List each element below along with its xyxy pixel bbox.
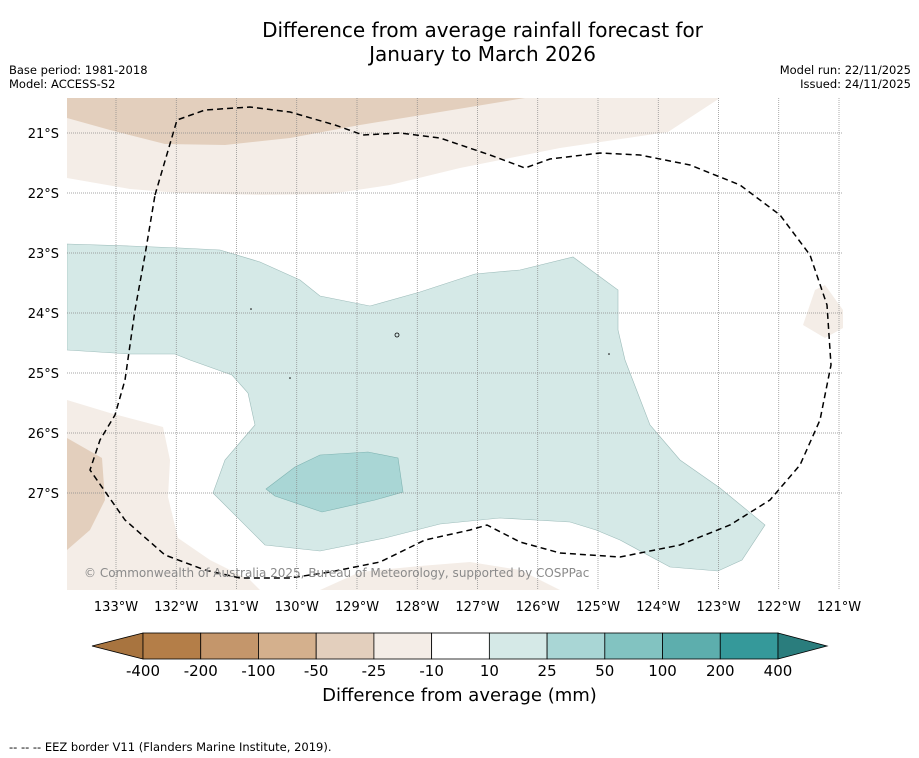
chart-title: Difference from average rainfall forecas… [0, 18, 919, 66]
lat-label: 24°S [28, 307, 59, 322]
model-name: Model: ACCESS-S2 [9, 77, 116, 91]
lon-label: 121°W [817, 600, 861, 615]
colorbar-segment [431, 632, 490, 660]
issued-date: Issued: 24/11/2025 [800, 77, 911, 91]
region-mid-teal [265, 451, 404, 513]
eez-footnote: -- -- -- EEZ border V11 (Flanders Marine… [9, 740, 332, 754]
lon-label: 131°W [214, 600, 258, 615]
speck [608, 353, 610, 355]
colorbar-arrow-right [777, 632, 829, 660]
meta-right: Model run: 22/11/2025 Issued: 24/11/2025 [780, 63, 911, 91]
colorbar-title: Difference from average (mm) [322, 685, 597, 706]
lon-label: 125°W [576, 600, 620, 615]
colorbar-tick-label: 25 [538, 662, 557, 680]
colorbar-segment [719, 632, 779, 660]
colorbar-tick-label: 400 [764, 662, 793, 680]
colorbar-segment [142, 632, 202, 660]
colorbar-tick-label: -100 [241, 662, 275, 680]
region-light-brown-right [803, 285, 843, 338]
region-mid-brown-left [67, 438, 105, 550]
meta-left: Base period: 1981-2018 Model: ACCESS-S2 [9, 63, 148, 91]
colorbar-segment [315, 632, 375, 660]
lon-label: 129°W [335, 600, 379, 615]
colorbar [91, 632, 829, 660]
lat-label: 26°S [28, 427, 59, 442]
colorbar-tick-label: 10 [480, 662, 499, 680]
title-line-2: January to March 2026 [369, 42, 596, 66]
lon-label: 130°W [275, 600, 319, 615]
latitude-labels: 21°S 22°S 23°S 24°S 25°S 26°S 27°S [28, 127, 59, 502]
gridlines [67, 98, 843, 590]
region-light-teal [67, 243, 766, 572]
lat-label: 22°S [28, 187, 59, 202]
colorbar-tick-label: -400 [126, 662, 160, 680]
lon-label: 123°W [696, 600, 740, 615]
colorbar-segment [200, 632, 259, 660]
lat-label: 23°S [28, 247, 59, 262]
lat-label: 25°S [28, 367, 59, 382]
colorbar-tick-label: -10 [419, 662, 444, 680]
colorbar-arrow-left [91, 632, 144, 660]
colorbar-segment [662, 632, 721, 660]
model-run: Model run: 22/11/2025 [779, 63, 911, 77]
colorbar-tick-label: 100 [648, 662, 677, 680]
lon-label: 126°W [516, 600, 560, 615]
longitude-labels: 133°W 132°W 131°W 130°W 129°W 128°W 127°W 126°W… [94, 600, 861, 615]
colorbar-segment [373, 632, 433, 660]
lon-label: 128°W [395, 600, 439, 615]
colorbar-tick-label: 50 [595, 662, 614, 680]
region-light-brown-left [67, 400, 260, 590]
lon-label: 122°W [757, 600, 801, 615]
colorbar-tick-label: 200 [706, 662, 735, 680]
colorbar-segment [258, 632, 317, 660]
title-line-1: Difference from average rainfall forecas… [262, 18, 703, 42]
colorbar-segment [488, 632, 548, 660]
eez-border [89, 106, 832, 579]
lon-label: 127°W [455, 600, 499, 615]
base-period: Base period: 1981-2018 [9, 63, 148, 77]
speck [289, 377, 291, 379]
lon-label: 132°W [154, 600, 198, 615]
map-fills [67, 98, 843, 590]
lon-label: 124°W [636, 600, 680, 615]
lat-label: 21°S [28, 127, 59, 142]
colorbar-tick-labels: -400 -200 -100 -50 -25 -10 10 25 50 100 200 400 [126, 662, 792, 680]
region-light-brown-bottom [320, 562, 560, 590]
colorbar-segment [546, 632, 606, 660]
speck [250, 308, 252, 310]
map-specks [250, 308, 610, 379]
colorbar-tick-label: -200 [184, 662, 218, 680]
colorbar-tick-label: -50 [304, 662, 329, 680]
lat-label: 27°S [28, 487, 59, 502]
lon-label: 133°W [94, 600, 138, 615]
speck [394, 332, 400, 338]
colorbar-tick-label: -25 [362, 662, 387, 680]
copyright-notice: © Commonwealth of Australia 2025, Bureau… [84, 566, 589, 580]
colorbar-segment [604, 632, 663, 660]
